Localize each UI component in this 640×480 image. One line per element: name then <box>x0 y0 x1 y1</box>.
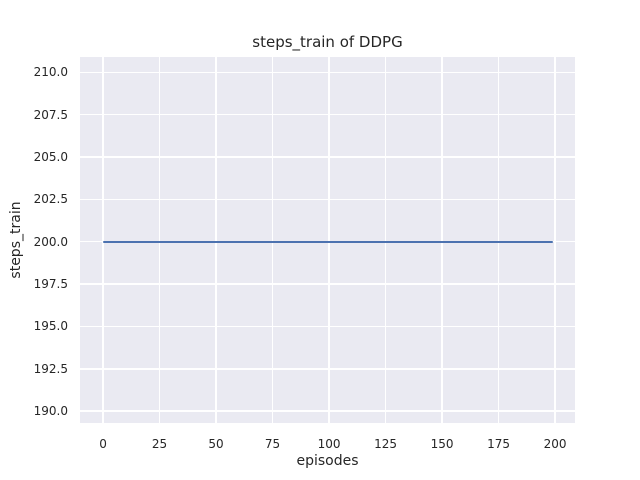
y-tick-label: 192.5 <box>33 361 68 376</box>
y-gridline <box>80 71 575 73</box>
plot-area <box>80 57 575 423</box>
y-tick-label: 207.5 <box>33 107 68 122</box>
y-gridline <box>80 283 575 285</box>
x-tick-label: 25 <box>151 437 168 451</box>
y-tick-label: 200.0 <box>33 234 68 249</box>
y-gridline <box>80 198 575 201</box>
x-tick-label: 175 <box>487 437 511 451</box>
x-tick-label: 125 <box>374 437 398 451</box>
y-tick-label: 195.0 <box>33 319 68 334</box>
y-gridline <box>80 368 575 370</box>
x-gridline <box>554 57 556 423</box>
x-tick-label: 100 <box>317 437 341 451</box>
y-gridline <box>80 156 575 158</box>
x-tick-label: 75 <box>264 437 281 451</box>
y-tick-label: 190.0 <box>33 404 68 419</box>
x-tick-label: 50 <box>208 437 224 451</box>
y-tick-label: 210.0 <box>33 65 68 80</box>
y-tick-label: 197.5 <box>33 277 68 292</box>
x-gridline <box>271 57 274 423</box>
y-gridline <box>80 113 575 116</box>
x-gridline <box>384 57 387 423</box>
x-tick-label: 150 <box>430 437 454 451</box>
x-tick-label: 200 <box>543 437 567 451</box>
x-gridline <box>497 57 500 423</box>
y-gridline <box>80 410 575 412</box>
x-gridline <box>441 57 443 423</box>
x-gridline <box>328 57 330 423</box>
x-gridline <box>158 57 161 423</box>
x-tick-label: 0 <box>99 437 107 451</box>
y-tick-label: 205.0 <box>33 149 68 164</box>
series-line-steps_train <box>103 240 553 243</box>
y-tick-label: 202.5 <box>33 192 68 207</box>
x-axis-label: episodes <box>296 453 359 469</box>
x-gridline <box>102 57 104 423</box>
y-gridline <box>80 325 575 328</box>
chart-title: steps_train of DDPG <box>252 33 403 51</box>
x-gridline <box>215 57 217 423</box>
